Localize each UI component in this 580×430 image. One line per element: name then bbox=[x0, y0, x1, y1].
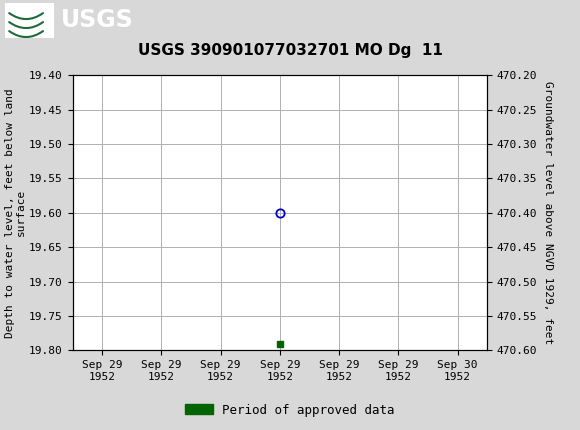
Y-axis label: Groundwater level above NGVD 1929, feet: Groundwater level above NGVD 1929, feet bbox=[543, 81, 553, 344]
Text: USGS: USGS bbox=[61, 9, 133, 32]
Bar bbox=[5, 3, 54, 37]
Legend: Period of approved data: Period of approved data bbox=[180, 399, 400, 421]
Text: USGS 390901077032701 MO Dg  11: USGS 390901077032701 MO Dg 11 bbox=[137, 43, 443, 58]
Y-axis label: Depth to water level, feet below land
surface: Depth to water level, feet below land su… bbox=[5, 88, 26, 338]
